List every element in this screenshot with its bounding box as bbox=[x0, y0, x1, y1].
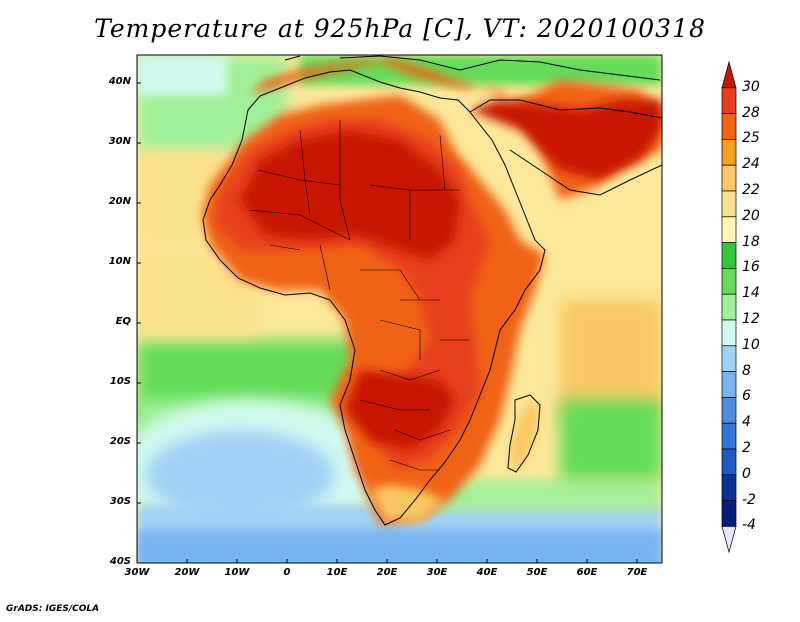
colorbar-level-label: 8 bbox=[742, 362, 751, 379]
colorbar-level-label: 24 bbox=[742, 156, 760, 173]
colorbar-swatch bbox=[721, 190, 737, 218]
temperature-field bbox=[137, 55, 662, 563]
chart-title: Temperature at 925hPa [C], VT: 202010031… bbox=[94, 14, 706, 43]
land-madagascar bbox=[510, 400, 540, 470]
zone-indian-green bbox=[560, 400, 662, 480]
colorbar-swatch bbox=[721, 87, 737, 114]
land-south-tip bbox=[370, 485, 445, 522]
lon-label: 70E bbox=[626, 567, 648, 578]
zone-south-darkblue bbox=[137, 530, 662, 563]
colorbar-level-label: 4 bbox=[742, 414, 751, 431]
colorbar-level-label: 16 bbox=[742, 259, 760, 276]
lat-label: 10S bbox=[109, 376, 131, 387]
colorbar-level-label: 10 bbox=[742, 336, 760, 353]
colorbar-swatch bbox=[721, 422, 737, 450]
colorbar-swatch bbox=[721, 474, 737, 501]
credit-text: GrADS: IGES/COLA bbox=[6, 604, 100, 614]
colorbar-swatch bbox=[721, 319, 737, 347]
coastline-africa bbox=[202, 69, 546, 526]
lon-label: 30E bbox=[426, 567, 448, 578]
lat-label: 20N bbox=[108, 196, 131, 207]
zone-europe-green bbox=[300, 55, 662, 85]
colorbar-swatch bbox=[721, 139, 737, 166]
land-sahara-hottest bbox=[240, 130, 460, 260]
lon-label: 40E bbox=[476, 567, 498, 578]
lat-label: 40N bbox=[108, 76, 131, 87]
colorbar-level-label: 22 bbox=[742, 182, 760, 198]
lat-label: 30S bbox=[109, 496, 131, 507]
lon-label: 10W bbox=[224, 567, 250, 578]
land-arabia-hottest bbox=[470, 100, 662, 180]
axis-ticks bbox=[136, 82, 638, 564]
lat-label: 20S bbox=[109, 436, 131, 447]
colorbar-swatch bbox=[721, 345, 737, 372]
colorbar-level-label: 30 bbox=[742, 78, 760, 95]
colorbar-level-label: 2 bbox=[742, 440, 751, 456]
lon-label: 60E bbox=[576, 567, 598, 578]
colorbar-swatch bbox=[721, 60, 737, 89]
colorbar-level-label: 12 bbox=[742, 311, 760, 327]
colorbar-swatch bbox=[721, 526, 737, 554]
colorbar-level-label: 28 bbox=[742, 104, 760, 121]
lat-label: EQ bbox=[115, 316, 131, 327]
lat-label: 10N bbox=[108, 256, 131, 267]
country-borders bbox=[249, 120, 470, 471]
zone-north-atl-cyan bbox=[137, 55, 227, 95]
colorbar-swatch bbox=[721, 293, 737, 321]
lon-label: 50E bbox=[526, 567, 548, 578]
coastline-arabia bbox=[469, 99, 663, 196]
zone-atlantic-blue bbox=[145, 430, 335, 520]
colorbar-swatch bbox=[721, 268, 737, 295]
colorbar-swatch bbox=[721, 448, 737, 476]
lon-label: 20W bbox=[174, 567, 200, 578]
coastline-madagascar bbox=[507, 394, 541, 473]
colorbar bbox=[721, 60, 737, 554]
colorbar-level-label: -4 bbox=[742, 517, 756, 534]
colorbar-level-label: -2 bbox=[742, 491, 756, 508]
lat-label: 30N bbox=[108, 136, 131, 147]
map-frame bbox=[136, 54, 663, 564]
colorbar-level-label: 18 bbox=[742, 233, 760, 250]
lon-label: 0 bbox=[283, 567, 291, 578]
lon-label: 10E bbox=[326, 567, 348, 578]
coastline-europe bbox=[284, 55, 661, 81]
coastlines bbox=[202, 55, 663, 526]
colorbar-level-label: 25 bbox=[742, 130, 760, 147]
borders-lines bbox=[249, 120, 470, 471]
colorbar-level-label: 0 bbox=[742, 465, 751, 482]
colorbar-swatch bbox=[721, 397, 737, 424]
colorbar-level-label: 6 bbox=[742, 388, 751, 405]
colorbar-swatch bbox=[721, 216, 737, 243]
colorbar-swatch bbox=[721, 242, 737, 269]
lat-label: 40S bbox=[109, 556, 131, 567]
colorbar-level-label: 20 bbox=[742, 207, 760, 224]
colorbar-swatch bbox=[721, 113, 737, 140]
colorbar-level-label: 14 bbox=[742, 285, 760, 302]
colorbar-swatch bbox=[721, 164, 737, 192]
colorbar-swatch bbox=[721, 500, 737, 527]
lon-label: 20E bbox=[376, 567, 398, 578]
lon-label: 30W bbox=[124, 567, 150, 578]
colorbar-swatch bbox=[721, 371, 737, 398]
